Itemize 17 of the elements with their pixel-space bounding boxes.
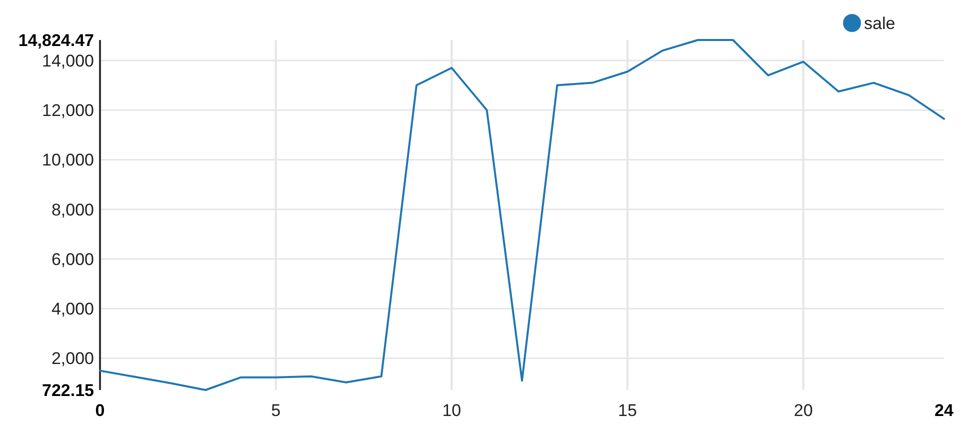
y-tick-label: 6,000 (51, 250, 94, 269)
line-series (99, 39, 945, 391)
legend-label: sale (864, 14, 896, 33)
x-tick-label: 20 (794, 401, 813, 420)
x-tick-label: 15 (618, 401, 637, 420)
x-tick-label: 24 (934, 401, 954, 420)
y-tick-label: 14,824.47 (18, 30, 94, 50)
y-tick-label: 10,000 (42, 150, 94, 170)
x-tick-label: 0 (95, 401, 105, 420)
x-tick-label: 10 (442, 401, 462, 420)
y-tick-label: 4,000 (51, 300, 94, 319)
x-tick-label: 5 (271, 401, 281, 420)
y-tick-label: 2,000 (51, 349, 94, 368)
y-tick-label: 722.15 (42, 380, 94, 400)
y-tick-label: 12,000 (42, 101, 94, 120)
y-tick-label: 8,000 (51, 200, 94, 220)
y-tick-label: 14,000 (42, 51, 94, 70)
